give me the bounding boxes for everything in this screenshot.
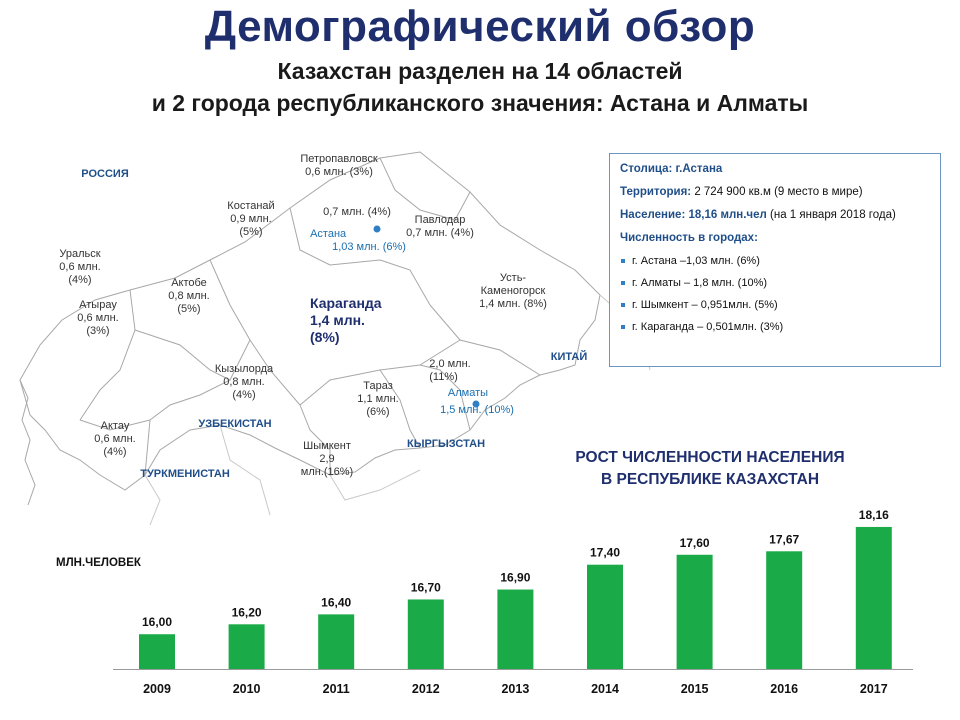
kazakhstan-map: РОССИЯ КИТАЙ УЗБЕКИСТАН ТУРКМЕНИСТАН КЫР…	[0, 130, 960, 530]
bar-2016	[766, 551, 803, 669]
region-almaty: 2,0 млн. (11%)	[429, 358, 471, 383]
data-label-2016: 17,67	[769, 532, 799, 546]
data-label-2010: 16,20	[232, 605, 262, 619]
region-kyzylorda: Кызылорда 0,8 млн. (4%)	[214, 363, 274, 401]
bar-2011	[318, 614, 355, 669]
x-tick-label-2015: 2015	[681, 682, 709, 696]
region-karaganda: Караганда 1,4 млн. (8%)	[310, 295, 382, 345]
list-item: г. Астана –1,03 млн. (6%)	[620, 254, 930, 268]
region-kostanay: Костанай 0,9 млн. (5%)	[227, 200, 275, 238]
region-pavlodar: Павлодар 0,7 млн. (4%)	[406, 214, 474, 239]
x-tick-label-2017: 2017	[860, 682, 888, 696]
data-label-2009: 16,00	[142, 615, 172, 629]
data-label-2012: 16,70	[411, 580, 441, 594]
x-tick-label-2016: 2016	[770, 682, 798, 696]
region-atyrau: Атырау 0,6 млн. (3%)	[77, 299, 119, 337]
list-item: г. Алматы – 1,8 млн. (10%)	[620, 276, 930, 290]
info-cities-heading: Численность в городах:	[620, 232, 758, 244]
country-label-russia: РОССИЯ	[81, 168, 129, 180]
region-aktau: Актау 0,6 млн. (4%)	[94, 420, 136, 458]
x-tick-label-2012: 2012	[412, 682, 440, 696]
country-label-uzbekistan: УЗБЕКИСТАН	[198, 418, 272, 430]
data-label-2014: 17,40	[590, 546, 620, 560]
chart-title-line-2: В РЕСПУБЛИКЕ КАЗАХСТАН	[600, 471, 820, 488]
country-label-china: КИТАЙ	[550, 351, 588, 363]
x-tick-label-2011: 2011	[323, 682, 350, 696]
info-territory: Территория: 2 724 900 кв.м (9 место в ми…	[620, 186, 863, 198]
city-almaty: Алматы 1,5 млн. (10%)	[440, 387, 514, 416]
chart-title-line-1: РОСТ ЧИСЛЕННОСТИ НАСЕЛЕНИЯ	[575, 449, 845, 466]
bar-2017	[855, 526, 892, 669]
bar-2014	[587, 564, 623, 669]
x-tick-label-2013: 2013	[501, 682, 529, 696]
x-tick-label-2010: 2010	[233, 682, 261, 696]
caspian-coast	[19, 379, 36, 506]
bar-2009	[139, 634, 175, 669]
region-taraz: Тараз 1,1 млн. (6%)	[357, 380, 399, 418]
region-petropavlovsk: Петропавловск 0,6 млн. (3%)	[300, 153, 378, 178]
region-uralsk: Уральск 0,6 млн. (4%)	[59, 248, 101, 286]
subtitle-line-2: и 2 города республиканского значения: Ас…	[151, 90, 809, 116]
subtitle-line-1: Казахстан разделен на 14 областей	[277, 58, 683, 84]
astana-city-dot	[373, 225, 381, 233]
data-label-2015: 17,60	[680, 536, 710, 550]
region-shymkent: Шымкент 2,9 млн.(16%)	[300, 440, 354, 478]
x-tick-label-2014: 2014	[591, 682, 619, 696]
list-item: г. Шымкент – 0,951млн. (5%)	[620, 298, 930, 312]
x-tick-label-2009: 2009	[143, 682, 171, 696]
bar-2012	[407, 599, 444, 669]
city-astana: Астана 1,03 млн. (6%)	[310, 228, 406, 253]
bar-2013	[497, 589, 534, 669]
data-label-2013: 16,90	[500, 571, 530, 585]
bar-2010	[228, 624, 265, 669]
bar-2015	[676, 554, 713, 669]
list-item: г. Караганда – 0,501млн. (3%)	[620, 320, 930, 334]
region-ust-kamenogorsk: Усть- Каменогорск 1,4 млн. (8%)	[479, 272, 547, 310]
country-label-turkmenistan: ТУРКМЕНИСТАН	[140, 468, 230, 480]
page-title: Демографический обзор	[204, 2, 756, 51]
region-aktobe: Актобе 0,8 млн. (5%)	[168, 277, 210, 315]
info-capital: Столица: г.Астана	[620, 163, 723, 175]
region-akmola: 0,7 млн. (4%)	[323, 206, 391, 218]
info-box: Столица: г.Астана Территория: 2 724 900 …	[609, 153, 941, 367]
data-label-2011: 16,40	[321, 595, 351, 609]
info-cities-list: г. Астана –1,03 млн. (6%) г. Алматы – 1,…	[620, 254, 930, 334]
almaty-city-dot	[472, 400, 480, 408]
country-border	[19, 151, 601, 491]
info-population: Население: 18,16 млн.чел (на 1 января 20…	[620, 209, 896, 221]
chart-y-unit: МЛН.ЧЕЛОВЕК	[56, 557, 141, 569]
country-label-kyrgyzstan: КЫРГЫЗСТАН	[406, 438, 486, 450]
